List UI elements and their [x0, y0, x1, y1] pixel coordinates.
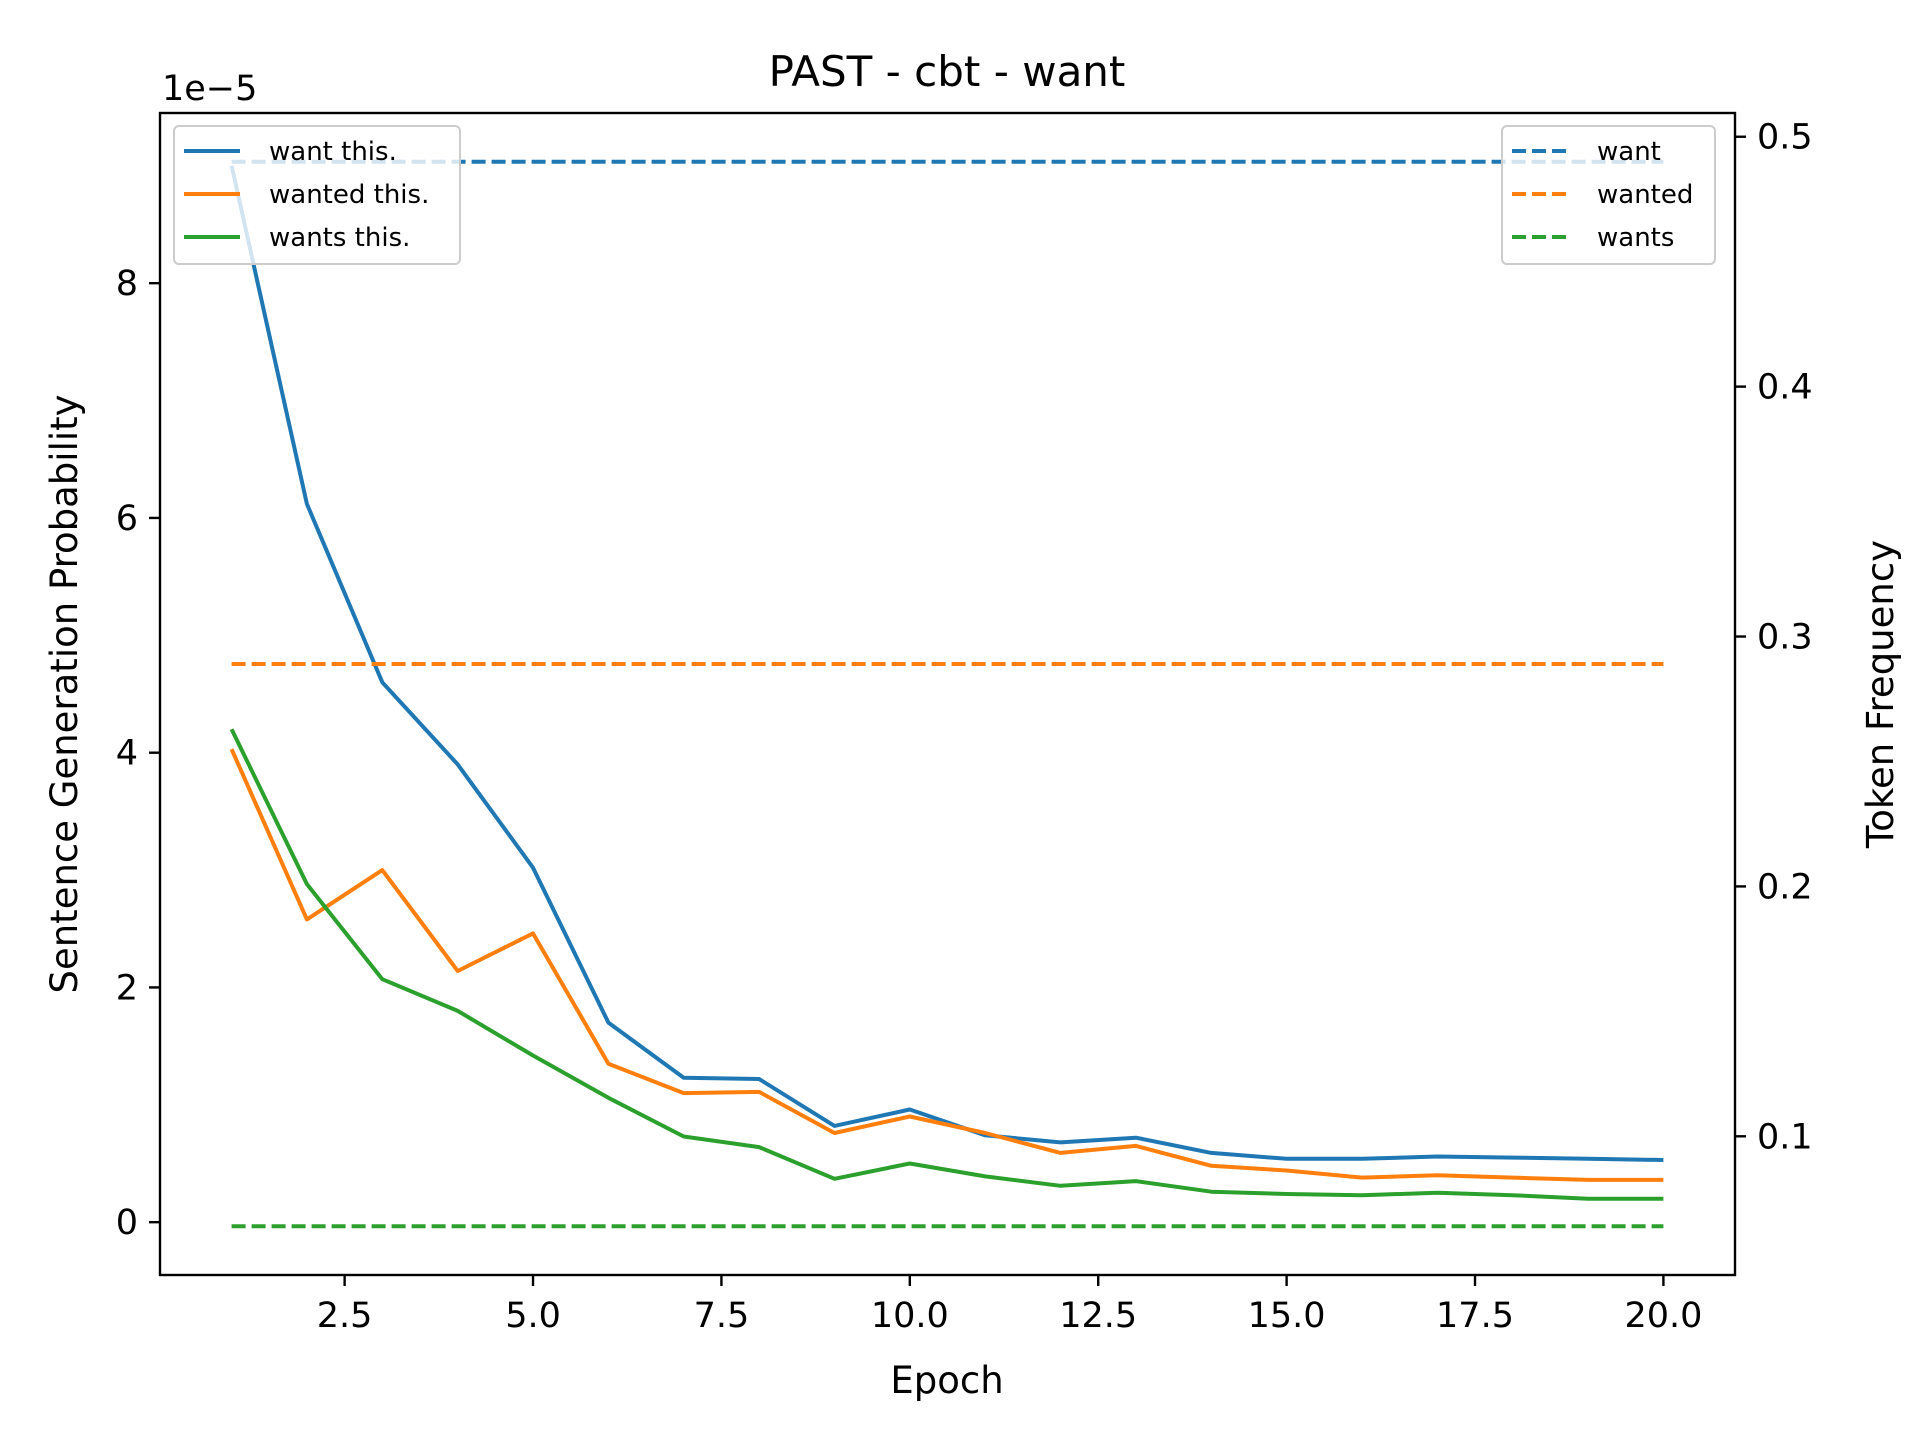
- y2-tick-label: 0.4: [1757, 368, 1813, 408]
- y-axis-left: 0 2 4 6 8: [116, 264, 160, 1243]
- legend-label: wants: [1597, 223, 1674, 253]
- x-tick-label: 17.5: [1436, 1296, 1514, 1336]
- y2-tick-label: 0.5: [1757, 118, 1813, 158]
- y2-tick-label: 0.1: [1757, 1117, 1813, 1157]
- legends: want this.wanted this.wants this.wantwan…: [173, 125, 1716, 265]
- y-tick-label: 4: [116, 734, 138, 774]
- x-axis-label: Epoch: [890, 1359, 1003, 1402]
- y-tick-label: 8: [116, 264, 138, 304]
- legend-box: [173, 125, 461, 265]
- x-tick-label: 10.0: [871, 1296, 949, 1336]
- y2-tick-label: 0.2: [1757, 867, 1813, 907]
- y-tick-label: 0: [116, 1203, 138, 1243]
- plot-area: [229, 159, 1664, 1229]
- x-tick-label: 7.5: [694, 1296, 750, 1336]
- legend-label: wants this.: [269, 223, 410, 253]
- y2-tick-label: 0.3: [1757, 618, 1813, 658]
- x-tick-label: 12.5: [1059, 1296, 1137, 1336]
- legend-label: want: [1597, 137, 1661, 167]
- legend-top-right: want wanted wants: [1501, 125, 1716, 265]
- x-axis: 2.5 5.0 7.5 10.0 12.5 15.0 17.5 20.0: [317, 1275, 1702, 1336]
- x-tick-label: 2.5: [317, 1296, 373, 1336]
- legend-box: [1501, 125, 1716, 265]
- y-tick-label: 2: [116, 968, 138, 1008]
- chart-title: PAST - cbt - want: [769, 47, 1126, 96]
- x-tick-label: 5.0: [505, 1296, 561, 1336]
- series-line-want-this-probability: [229, 165, 1664, 1162]
- legend-label: wanted: [1597, 180, 1693, 210]
- y-axis-offset-label: 1e−5: [162, 69, 257, 109]
- y-axis-right: 0.1 0.2 0.3 0.4 0.5: [1735, 118, 1813, 1157]
- legend-label: want this.: [269, 137, 397, 167]
- y2-axis-label: Token Frequency: [1859, 540, 1902, 849]
- legend-label: wanted this.: [269, 180, 429, 210]
- legend-top-left: want this. wanted this. wants this.: [173, 125, 461, 265]
- series-line-wanted-this-probability: [229, 748, 1664, 1182]
- x-tick-label: 20.0: [1624, 1296, 1702, 1336]
- series-line-wants-this-probability: [229, 728, 1664, 1201]
- y-tick-label: 6: [116, 499, 138, 539]
- y-axis-label: Sentence Generation Probability: [43, 394, 86, 993]
- x-tick-label: 15.0: [1248, 1296, 1326, 1336]
- plot-frame: [158, 111, 1737, 1277]
